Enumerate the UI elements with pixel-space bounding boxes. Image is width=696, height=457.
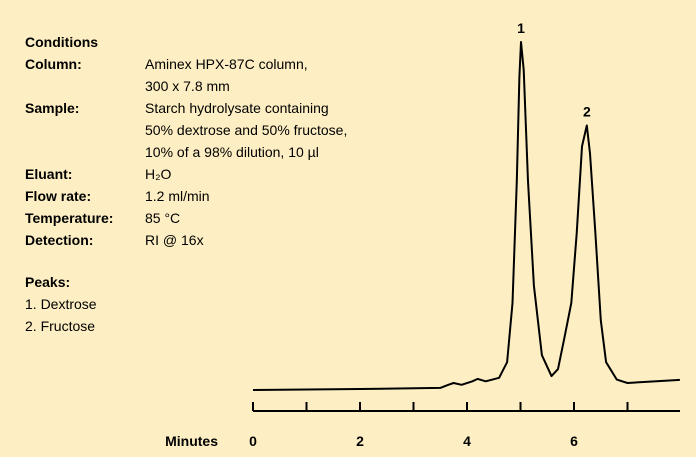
condition-value: 85 °C [145,210,180,226]
condition-label: Temperature: [25,210,113,226]
x-axis-label: Minutes [165,433,218,449]
condition-value: RI @ 16x [145,232,204,248]
chromatogram-trace [252,41,680,391]
peak-label: 2 [583,104,591,120]
condition-label: Sample: [25,100,79,116]
condition-value: Aminex HPX-87C column, [145,56,308,72]
peak-item: 2. Fructose [25,318,95,334]
condition-value: 10% of a 98% dilution, 10 µl [145,144,319,160]
condition-value: Starch hydrolysate containing [145,100,329,116]
condition-value: H₂O [145,166,172,182]
x-tick-label: 6 [570,433,578,449]
condition-value: 300 x 7.8 mm [145,78,230,94]
peak-label: 1 [517,20,525,36]
peak-item: 1. Dextrose [25,296,97,312]
conditions-title: Conditions [25,34,98,50]
x-tick-label: 0 [249,433,257,449]
condition-value: 1.2 ml/min [145,188,210,204]
condition-label: Flow rate: [25,188,91,204]
condition-value: 50% dextrose and 50% fructose, [145,122,347,138]
condition-label: Detection: [25,232,93,248]
x-tick-label: 2 [356,433,364,449]
condition-label: Column: [25,56,82,72]
x-tick-label: 4 [463,433,471,449]
peaks-title: Peaks: [25,274,70,290]
condition-label: Eluant: [25,166,72,182]
